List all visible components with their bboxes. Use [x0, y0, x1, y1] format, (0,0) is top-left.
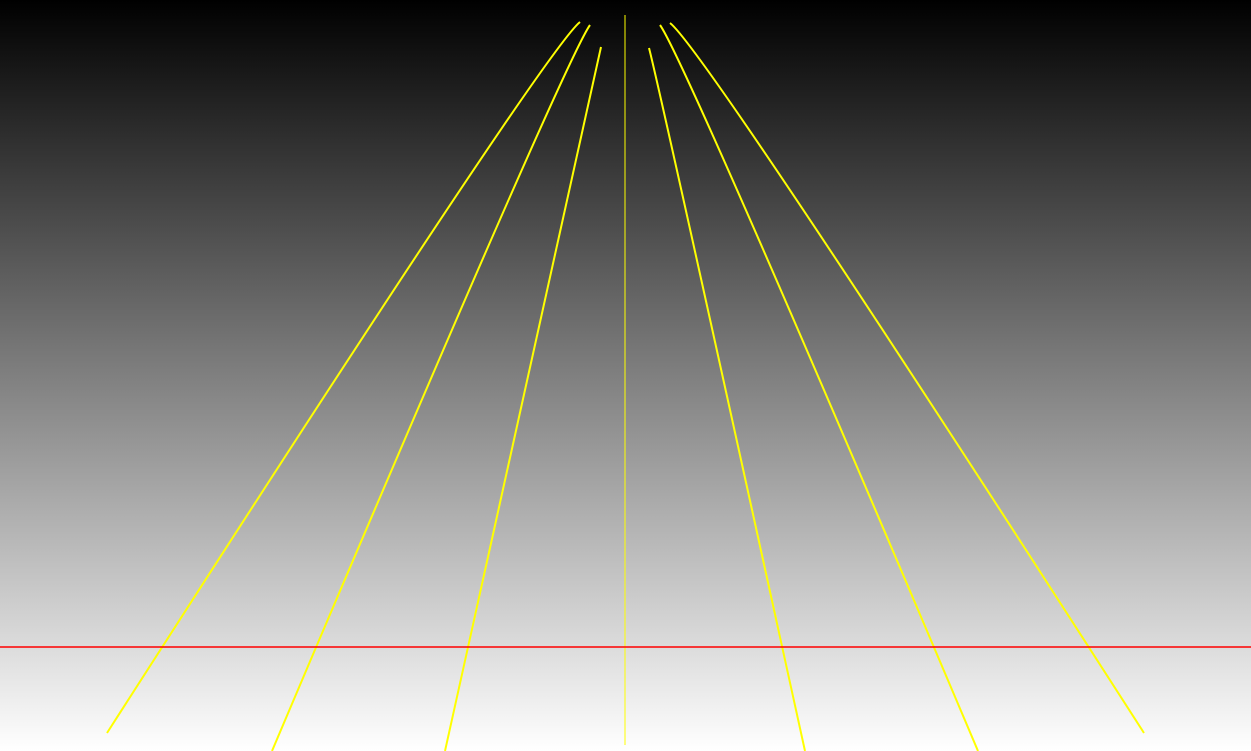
ray-mid-right	[659, 24, 979, 751]
ray-far-left	[106, 21, 581, 734]
ray-mid-left	[271, 24, 591, 751]
ray-far-right	[669, 22, 1145, 734]
ray-group	[106, 15, 1145, 751]
ray-near-right	[648, 47, 806, 751]
ray-near-left	[444, 46, 602, 751]
